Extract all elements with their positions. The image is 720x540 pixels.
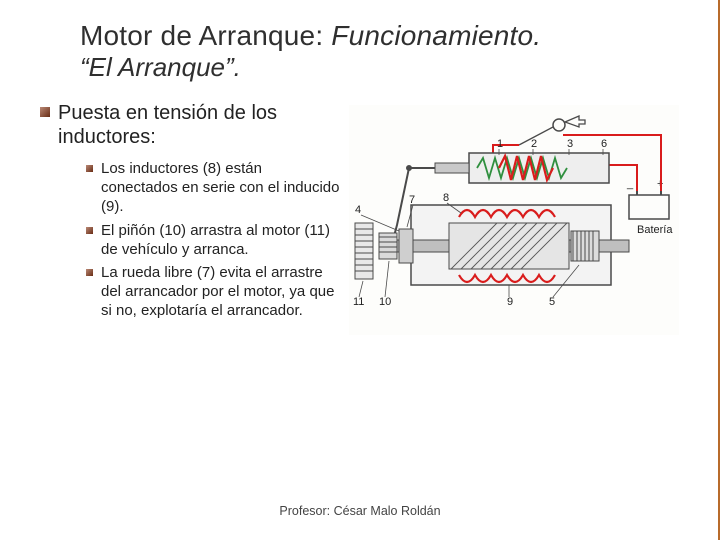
title-line-2: “El Arranque”. <box>80 52 680 83</box>
bullet-small-icon <box>86 165 93 172</box>
list-item: La rueda libre (7) evita el arrastre del… <box>86 263 340 321</box>
title-suffix: Funcionamiento. <box>331 20 541 51</box>
main-bullet-text: Puesta en tensión de los inductores: <box>58 101 340 149</box>
title-line-1: Motor de Arranque: Funcionamiento. <box>80 20 680 52</box>
svg-text:6: 6 <box>601 138 607 150</box>
solenoid-body <box>427 153 609 183</box>
starter-motor-diagram: _ + Batería <box>349 105 679 335</box>
slide-title: Motor de Arranque: Funcionamiento. “El A… <box>80 20 680 83</box>
svg-text:3: 3 <box>567 138 573 150</box>
battery-label: Batería <box>637 224 673 236</box>
svg-text:1: 1 <box>497 138 503 150</box>
svg-text:8: 8 <box>443 192 449 204</box>
list-item: Los inductores (8) están conectados en s… <box>86 159 340 217</box>
list-item: El piñón (10) arrastra al motor (11) de … <box>86 221 340 259</box>
footer-text: Profesor: César Malo Roldán <box>0 504 720 518</box>
bullet-small-icon <box>86 269 93 276</box>
motor-body <box>355 205 629 285</box>
sub-bullet-text: Los inductores (8) están conectados en s… <box>101 159 340 217</box>
sub-bullet-text: La rueda libre (7) evita el arrastre del… <box>101 263 340 321</box>
sub-bullet-list: Los inductores (8) están conectados en s… <box>86 159 340 321</box>
svg-text:10: 10 <box>379 296 391 308</box>
svg-text:11: 11 <box>353 296 364 308</box>
svg-text:5: 5 <box>549 296 555 308</box>
svg-text:7: 7 <box>409 194 415 206</box>
battery-icon: _ + Batería <box>626 178 673 236</box>
sub-bullet-text: El piñón (10) arrastra al motor (11) de … <box>101 221 340 259</box>
bullet-small-icon <box>86 227 93 234</box>
svg-text:2: 2 <box>531 138 537 150</box>
svg-text:_: _ <box>626 178 634 190</box>
title-prefix: Motor de Arranque: <box>80 20 331 51</box>
main-bullet-row: Puesta en tensión de los inductores: <box>40 101 340 149</box>
svg-text:9: 9 <box>507 296 513 308</box>
bullet-square-icon <box>40 107 50 117</box>
text-column: Puesta en tensión de los inductores: Los… <box>80 101 340 325</box>
svg-text:4: 4 <box>355 204 361 216</box>
key-switch-icon <box>519 116 585 145</box>
